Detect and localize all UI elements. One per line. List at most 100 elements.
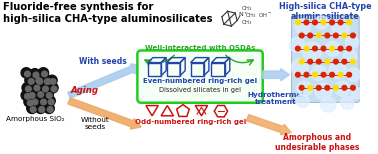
Circle shape xyxy=(289,37,305,52)
Circle shape xyxy=(333,85,338,90)
Circle shape xyxy=(315,16,328,29)
Circle shape xyxy=(347,46,352,51)
Circle shape xyxy=(47,107,53,112)
Circle shape xyxy=(47,75,57,85)
Circle shape xyxy=(338,20,343,25)
Circle shape xyxy=(341,96,354,109)
Text: High-silica CHA-type
aluminosilicate: High-silica CHA-type aluminosilicate xyxy=(279,2,372,21)
Circle shape xyxy=(350,33,355,38)
Circle shape xyxy=(41,99,46,105)
Circle shape xyxy=(299,59,304,64)
Text: Amorphous and
undesirable phases: Amorphous and undesirable phases xyxy=(275,133,359,152)
Circle shape xyxy=(43,89,53,99)
Circle shape xyxy=(304,20,309,25)
FancyArrow shape xyxy=(246,115,291,135)
Circle shape xyxy=(34,88,45,99)
Text: CH$_3$: CH$_3$ xyxy=(241,18,253,27)
Circle shape xyxy=(332,20,349,36)
Circle shape xyxy=(25,86,31,92)
Circle shape xyxy=(321,46,326,51)
Circle shape xyxy=(48,83,58,93)
Circle shape xyxy=(29,69,40,79)
Text: Odd-numbered ring-rich gel: Odd-numbered ring-rich gel xyxy=(135,119,246,125)
Text: Even-numbered ring-rich gel: Even-numbered ring-rich gel xyxy=(143,78,257,84)
Circle shape xyxy=(25,75,35,85)
Circle shape xyxy=(36,78,42,83)
Circle shape xyxy=(45,79,51,84)
Circle shape xyxy=(37,96,48,106)
Circle shape xyxy=(38,68,49,78)
Circle shape xyxy=(296,72,300,77)
Circle shape xyxy=(316,85,321,90)
Circle shape xyxy=(333,33,338,38)
Circle shape xyxy=(24,97,34,107)
Text: Without
seeds: Without seeds xyxy=(81,117,110,130)
Circle shape xyxy=(313,46,317,51)
Circle shape xyxy=(27,100,33,106)
Circle shape xyxy=(35,103,46,113)
Circle shape xyxy=(48,99,54,105)
Circle shape xyxy=(42,75,53,85)
Text: Dissolved silicates in gel: Dissolved silicates in gel xyxy=(159,87,241,93)
Circle shape xyxy=(26,89,36,99)
Circle shape xyxy=(308,85,313,90)
Circle shape xyxy=(304,72,309,77)
Circle shape xyxy=(299,85,304,90)
Text: CH$_3$  OH$^-$: CH$_3$ OH$^-$ xyxy=(245,11,272,20)
Circle shape xyxy=(325,59,330,64)
FancyArrow shape xyxy=(68,64,141,98)
Circle shape xyxy=(325,41,341,56)
Circle shape xyxy=(313,72,317,77)
Circle shape xyxy=(44,103,54,113)
Circle shape xyxy=(316,59,321,64)
Circle shape xyxy=(39,83,50,93)
Circle shape xyxy=(43,86,48,92)
Circle shape xyxy=(308,59,313,64)
Circle shape xyxy=(296,46,300,51)
Circle shape xyxy=(45,79,50,84)
Text: Aging: Aging xyxy=(70,86,98,95)
Circle shape xyxy=(350,85,355,90)
Circle shape xyxy=(22,83,33,93)
Circle shape xyxy=(21,68,31,78)
FancyBboxPatch shape xyxy=(137,51,263,103)
Circle shape xyxy=(347,68,361,81)
Circle shape xyxy=(45,96,55,106)
Circle shape xyxy=(50,79,56,84)
Text: $\mathregular{N^+}$: $\mathregular{N^+}$ xyxy=(238,10,249,19)
Text: With seeds: With seeds xyxy=(79,57,127,66)
Circle shape xyxy=(351,88,363,99)
Circle shape xyxy=(33,74,43,85)
Circle shape xyxy=(28,79,34,84)
Circle shape xyxy=(31,82,41,92)
Circle shape xyxy=(295,19,310,34)
Circle shape xyxy=(46,93,52,98)
Circle shape xyxy=(325,33,330,38)
Circle shape xyxy=(304,46,309,51)
Circle shape xyxy=(333,59,338,64)
Circle shape xyxy=(350,59,355,64)
Circle shape xyxy=(308,33,313,38)
Text: Well-interacted with OSDAs: Well-interacted with OSDAs xyxy=(145,45,255,51)
Circle shape xyxy=(335,81,350,96)
Circle shape xyxy=(34,85,40,91)
Circle shape xyxy=(325,85,330,90)
Circle shape xyxy=(321,20,326,25)
Circle shape xyxy=(25,94,30,99)
Circle shape xyxy=(299,33,304,38)
Circle shape xyxy=(21,90,31,100)
Circle shape xyxy=(344,49,357,63)
Circle shape xyxy=(330,46,335,51)
Circle shape xyxy=(313,20,317,25)
Circle shape xyxy=(347,20,352,25)
Circle shape xyxy=(39,107,45,112)
Circle shape xyxy=(27,103,37,113)
Circle shape xyxy=(41,75,51,85)
Circle shape xyxy=(25,71,30,77)
Circle shape xyxy=(296,20,300,25)
Circle shape xyxy=(330,72,335,77)
Circle shape xyxy=(29,96,39,106)
Circle shape xyxy=(51,86,57,92)
Text: Amorphous SiO₂: Amorphous SiO₂ xyxy=(6,116,65,122)
FancyArrow shape xyxy=(263,69,289,81)
